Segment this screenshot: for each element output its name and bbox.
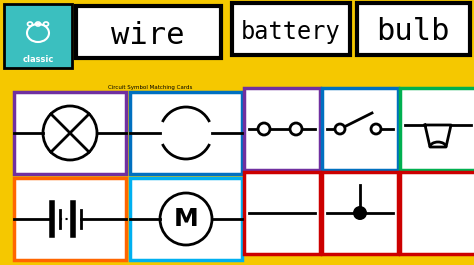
FancyBboxPatch shape: [244, 88, 320, 170]
FancyBboxPatch shape: [232, 3, 350, 55]
Text: wire: wire: [111, 21, 185, 51]
Text: M: M: [173, 207, 199, 231]
FancyBboxPatch shape: [76, 6, 221, 58]
Text: Circuit Symbol Matching Cards: Circuit Symbol Matching Cards: [108, 86, 192, 91]
FancyBboxPatch shape: [4, 4, 72, 68]
Text: classic: classic: [22, 55, 54, 64]
Circle shape: [258, 123, 270, 135]
Text: battery: battery: [241, 20, 341, 44]
FancyBboxPatch shape: [357, 3, 470, 55]
FancyBboxPatch shape: [130, 178, 242, 260]
Circle shape: [353, 206, 367, 220]
FancyBboxPatch shape: [322, 172, 398, 254]
Circle shape: [160, 193, 212, 245]
FancyBboxPatch shape: [14, 178, 126, 260]
FancyBboxPatch shape: [14, 92, 126, 174]
Circle shape: [371, 124, 381, 134]
Circle shape: [290, 123, 302, 135]
Circle shape: [335, 124, 345, 134]
Text: bulb: bulb: [376, 17, 450, 46]
FancyBboxPatch shape: [130, 92, 242, 174]
FancyBboxPatch shape: [244, 172, 320, 254]
FancyBboxPatch shape: [400, 88, 474, 170]
FancyBboxPatch shape: [322, 88, 398, 170]
FancyBboxPatch shape: [400, 172, 474, 254]
Circle shape: [43, 106, 97, 160]
